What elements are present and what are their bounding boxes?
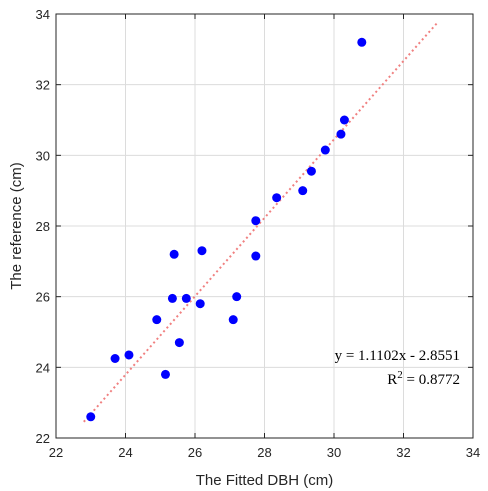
data-point (232, 292, 242, 302)
x-tick-label: 26 (188, 445, 202, 460)
axis-ticks (55, 13, 474, 439)
data-point (169, 249, 179, 259)
r-squared: R2 = 0.8772 (387, 369, 460, 388)
data-point (357, 37, 367, 47)
y-tick-label: 34 (36, 7, 50, 22)
x-tick-label: 24 (118, 445, 132, 460)
fit-equation: y = 1.1102x - 2.8551 (335, 348, 460, 364)
y-axis-label: The reference (cm) (8, 162, 25, 290)
data-point (306, 166, 316, 176)
data-point (124, 350, 134, 360)
y-tick-label: 26 (36, 290, 50, 305)
data-point (160, 369, 170, 379)
data-point (320, 145, 330, 155)
r2-exponent: 2 (397, 369, 403, 381)
data-point (86, 412, 96, 422)
y-tick-label: 30 (36, 148, 50, 163)
r2-prefix: R (387, 372, 397, 388)
y-tick-labels: 22 24 26 28 30 32 34 (36, 7, 50, 446)
data-point (167, 293, 177, 303)
y-tick-label: 24 (36, 360, 50, 375)
data-point (339, 115, 349, 125)
data-point (181, 293, 191, 303)
y-tick-label: 32 (36, 78, 50, 93)
data-point (251, 251, 261, 261)
x-tick-label: 30 (327, 445, 341, 460)
data-point (195, 299, 205, 309)
r2-value: = 0.8772 (403, 372, 460, 388)
y-tick-label: 22 (36, 431, 50, 446)
data-point (336, 129, 346, 139)
x-tick-label: 34 (466, 445, 480, 460)
data-point (174, 338, 184, 348)
data-points (86, 37, 367, 422)
data-point (298, 186, 308, 196)
data-point (152, 315, 162, 325)
fit-line (83, 21, 439, 423)
data-point (110, 354, 120, 363)
data-point (251, 216, 261, 226)
data-point (228, 315, 238, 325)
x-tick-label: 28 (257, 445, 271, 460)
x-tick-label: 32 (396, 445, 410, 460)
y-tick-label: 28 (36, 219, 50, 234)
x-tick-label: 22 (49, 445, 63, 460)
x-tick-labels: 22 24 26 28 30 32 34 (49, 445, 480, 460)
data-point (272, 193, 282, 203)
x-axis-label: The Fitted DBH (cm) (196, 472, 334, 489)
data-point (197, 246, 207, 256)
